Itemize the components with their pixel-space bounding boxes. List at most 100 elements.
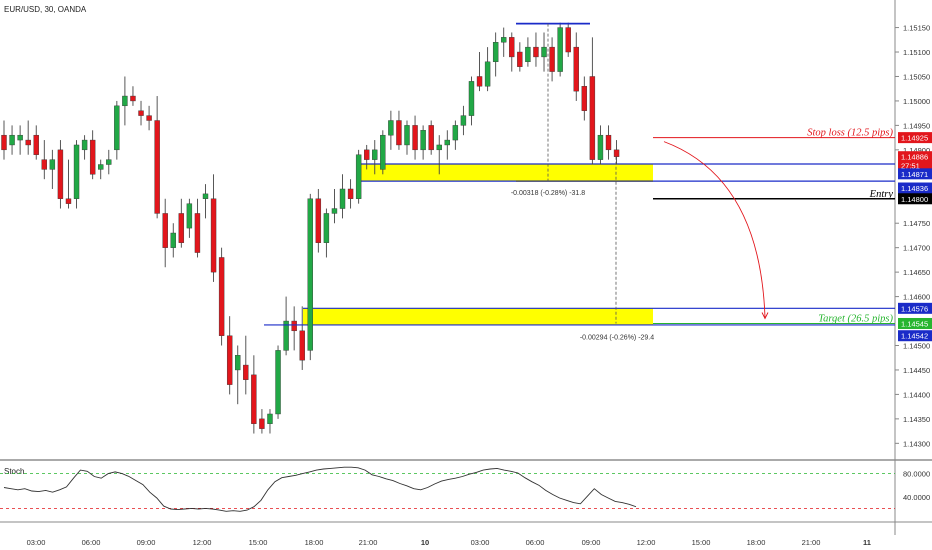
trade-overlay: Stop loss (12.5 pips) Entry Target (26.5… [264,22,895,341]
price-axis[interactable]: 1.15150 1.15100 1.15050 1.15000 1.14950 1.149… [895,24,930,449]
candle-body [331,208,338,214]
candle-body [541,46,547,58]
price-tick-label: 1.15100 [903,48,930,57]
candle-body [25,139,31,146]
price-badge [898,302,932,314]
time-tick-label: 03:00 [27,538,46,547]
time-tick-label: 06:00 [82,538,101,547]
candle-body [73,144,80,199]
candle-body [428,125,434,151]
candle-body [412,125,418,151]
candle-body [170,232,176,248]
price-tick-label: 1.14700 [903,244,930,253]
price-badge-label: 1.14542 [901,332,928,341]
price-badge [898,182,932,194]
candle-body [355,154,362,199]
price-badge-label: 1.14871 [901,170,928,179]
measure-upper-label: -0.00318 (-0.28%) -31.8 [511,190,585,197]
candle-body [49,159,56,170]
time-tick-label: 03:00 [471,538,490,547]
price-badge-label: 1.14886 [901,153,928,162]
candle-body [501,37,507,43]
candle-body [404,125,410,146]
candle-body [57,149,64,199]
candle-body [372,149,378,160]
candle-body [323,213,330,243]
trade-arrowhead [761,312,769,320]
candle-body [565,27,571,53]
candle-body [259,418,265,429]
candle-body [186,203,193,229]
trade-arrow [663,141,766,318]
time-tick-label: 15:00 [249,538,268,547]
candle-body [243,364,249,380]
time-tick-label: 12:00 [637,538,656,547]
candle-body [517,51,523,67]
candle-body [1,134,7,151]
target-label: Target (26.5 pips) [818,313,893,324]
price-tick-label: 1.14500 [903,342,930,351]
time-tick-label: 06:00 [526,538,545,547]
price-tick-label: 1.15000 [903,97,930,106]
candle-body [476,76,483,87]
time-tick-label: 12:00 [193,538,212,547]
supply-demand-zones [303,163,895,326]
candle-body [122,95,128,107]
time-tick-label: 18:00 [747,538,766,547]
candle-body [581,86,588,111]
candle-body [291,320,297,332]
price-badge [898,151,932,163]
price-tick-label: 1.14350 [903,415,930,424]
candle-body [315,198,322,243]
candle-body [114,105,120,151]
price-tick-label: 1.14900 [903,146,930,155]
candle-body [347,188,354,199]
stochastic-panel: Stoch 80.0000 40.0000 [0,466,930,512]
candle-body [41,159,47,170]
candle-body [130,95,136,102]
time-axis[interactable]: 03:00 06:00 09:00 12:00 15:00 18:00 21:00 10 03:… [27,538,871,547]
time-tick-label: 11 [863,538,871,547]
candle-body [492,42,499,63]
supply-zone [303,308,653,325]
price-badge [898,132,932,144]
candle-body [388,120,394,136]
price-badge-label: 1.14925 [901,134,928,143]
candle-body [364,149,370,160]
candle-body [380,134,386,170]
price-badge-label: 1.14800 [901,195,928,204]
measure-lower-label: -0.00294 (-0.26%) -29.4 [580,334,654,341]
candle-body [226,335,233,385]
candle-body [178,213,185,243]
time-tick-label: 10 [421,538,429,547]
candle-body [162,213,168,248]
candle-body [146,115,152,121]
price-grid [0,0,932,535]
price-tick-label: 1.15150 [903,24,930,33]
price-badge-label: 1.14576 [901,304,928,313]
candle-body [65,198,72,204]
candle-body [89,139,96,175]
candle-body [597,134,604,160]
candle-body [452,125,459,141]
candle-body [509,37,515,58]
time-tick-label: 21:00 [359,538,378,547]
price-badge [898,168,932,180]
stoch-tick-label: 40.0000 [903,493,930,502]
candle-body [98,164,104,170]
price-tick-label: 1.14650 [903,268,930,277]
candle-body [267,413,273,424]
candle-body [605,134,612,151]
time-tick-label: 09:00 [137,538,156,547]
time-tick-label: 18:00 [305,538,324,547]
time-tick-label: 15:00 [692,538,711,547]
candle-body [138,110,144,116]
candle-body [396,120,402,146]
candle-body [573,46,579,92]
price-badge-label: 1.14545 [901,319,928,328]
stoch-line [3,466,637,512]
time-tick-label: 21:00 [802,538,821,547]
price-tick-label: 1.15050 [903,72,930,81]
entry-label: Entry [869,189,894,200]
